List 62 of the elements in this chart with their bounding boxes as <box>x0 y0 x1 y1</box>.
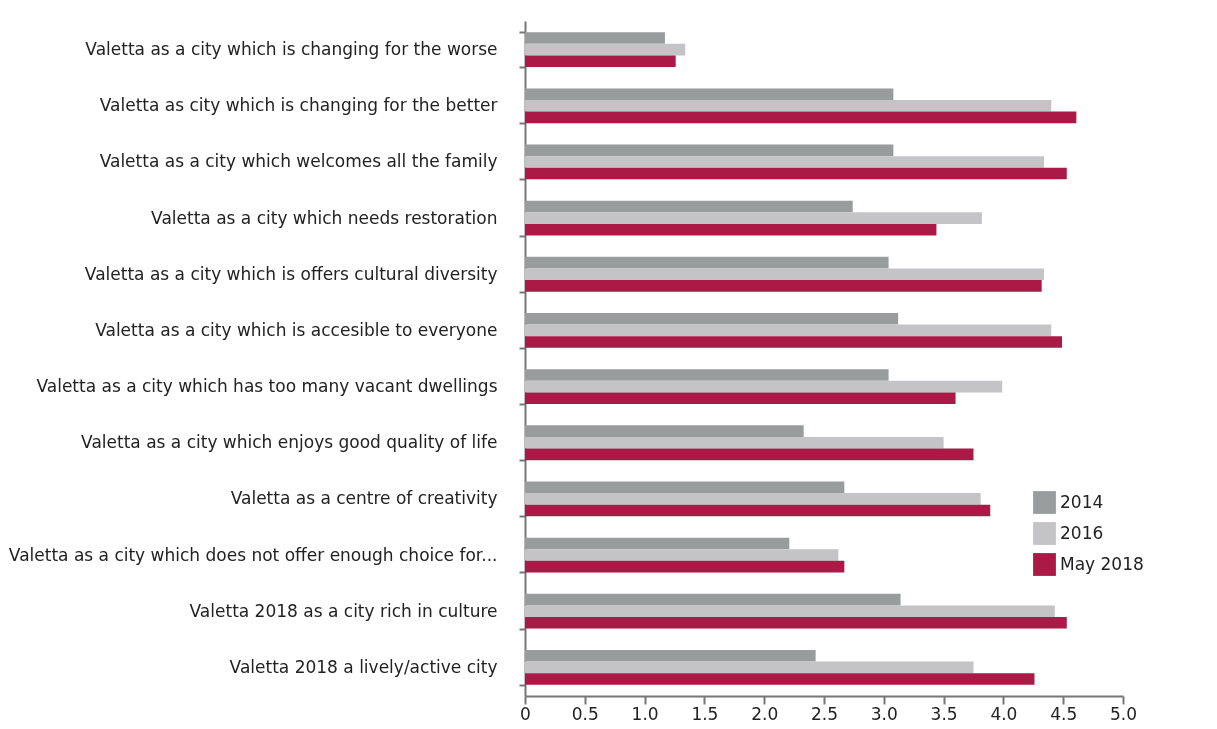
legend-label: May 2018 <box>1060 553 1144 574</box>
x-tick-label: 0.5 <box>571 703 599 724</box>
y-tick-label: Valetta as a city which needs restoration <box>151 207 498 228</box>
y-tick-label: Valetta as a centre of creativity <box>230 488 498 509</box>
bar <box>525 99 1052 112</box>
bar <box>525 593 901 606</box>
bar <box>525 504 991 517</box>
bar <box>525 481 845 494</box>
bar <box>525 436 944 449</box>
x-tick-label: 1.0 <box>631 703 659 724</box>
bar <box>525 256 889 269</box>
y-tick-label: Valetta 2018 a lively/active city <box>229 656 498 677</box>
bar <box>525 324 1052 337</box>
bar <box>525 212 982 224</box>
bar <box>525 617 1067 629</box>
x-tick-label: 3.0 <box>870 703 898 724</box>
bar <box>525 661 974 674</box>
bar <box>525 392 956 404</box>
bar <box>525 88 894 100</box>
legend-label: 2016 <box>1060 522 1104 543</box>
bar <box>525 336 1062 348</box>
y-tick-label: Valetta as a city which is offers cultural diversity <box>84 263 498 284</box>
bar <box>525 32 665 44</box>
bar <box>525 369 889 381</box>
x-tick-label: 2.5 <box>810 703 839 724</box>
y-tick-label: Valetta as a city which enjoys good quality of life <box>81 432 498 453</box>
bar <box>525 448 974 461</box>
bar <box>525 280 1042 292</box>
bar <box>525 55 676 68</box>
x-tick-label: 5.0 <box>1109 703 1138 724</box>
x-tick-label: 0 <box>520 703 531 724</box>
bar <box>525 43 686 56</box>
bar <box>525 673 1035 685</box>
bar <box>525 605 1055 618</box>
x-tick-label: 2.0 <box>751 703 779 724</box>
bar <box>525 144 894 157</box>
y-tick-label: Valetta as city which is changing for the better <box>99 95 498 116</box>
y-tick-label: Valetta as a city which has too many vacant dwellings <box>36 376 498 397</box>
bar <box>525 268 1045 281</box>
bar <box>525 200 853 213</box>
y-tick-label: Valetta 2018 as a city rich in culture <box>189 600 498 621</box>
bar <box>525 167 1067 180</box>
legend-label: 2014 <box>1060 491 1104 512</box>
bar <box>525 537 790 550</box>
bar <box>525 549 839 561</box>
bar <box>525 560 845 573</box>
y-tick-label: Valetta as a city which is changing for the worse <box>85 39 498 60</box>
y-tick-label: Valetta as a city which is accesible to everyone <box>95 319 498 340</box>
bar <box>525 111 1077 124</box>
bar <box>525 313 899 325</box>
x-tick-label: 1.5 <box>691 703 719 724</box>
x-tick-label: 4.5 <box>1050 703 1078 724</box>
x-tick-label: 3.5 <box>930 703 958 724</box>
bar <box>525 425 804 437</box>
bar <box>525 380 1003 393</box>
bar <box>525 649 816 662</box>
bar <box>525 223 937 236</box>
y-tick-label: Valetta as a city which welcomes all the family <box>99 151 498 172</box>
bar <box>525 156 1045 168</box>
x-tick-label: 4.0 <box>990 703 1018 724</box>
y-tick-label: Valetta as a city which does not offer enough choice for... <box>8 544 498 565</box>
bar <box>525 493 981 505</box>
